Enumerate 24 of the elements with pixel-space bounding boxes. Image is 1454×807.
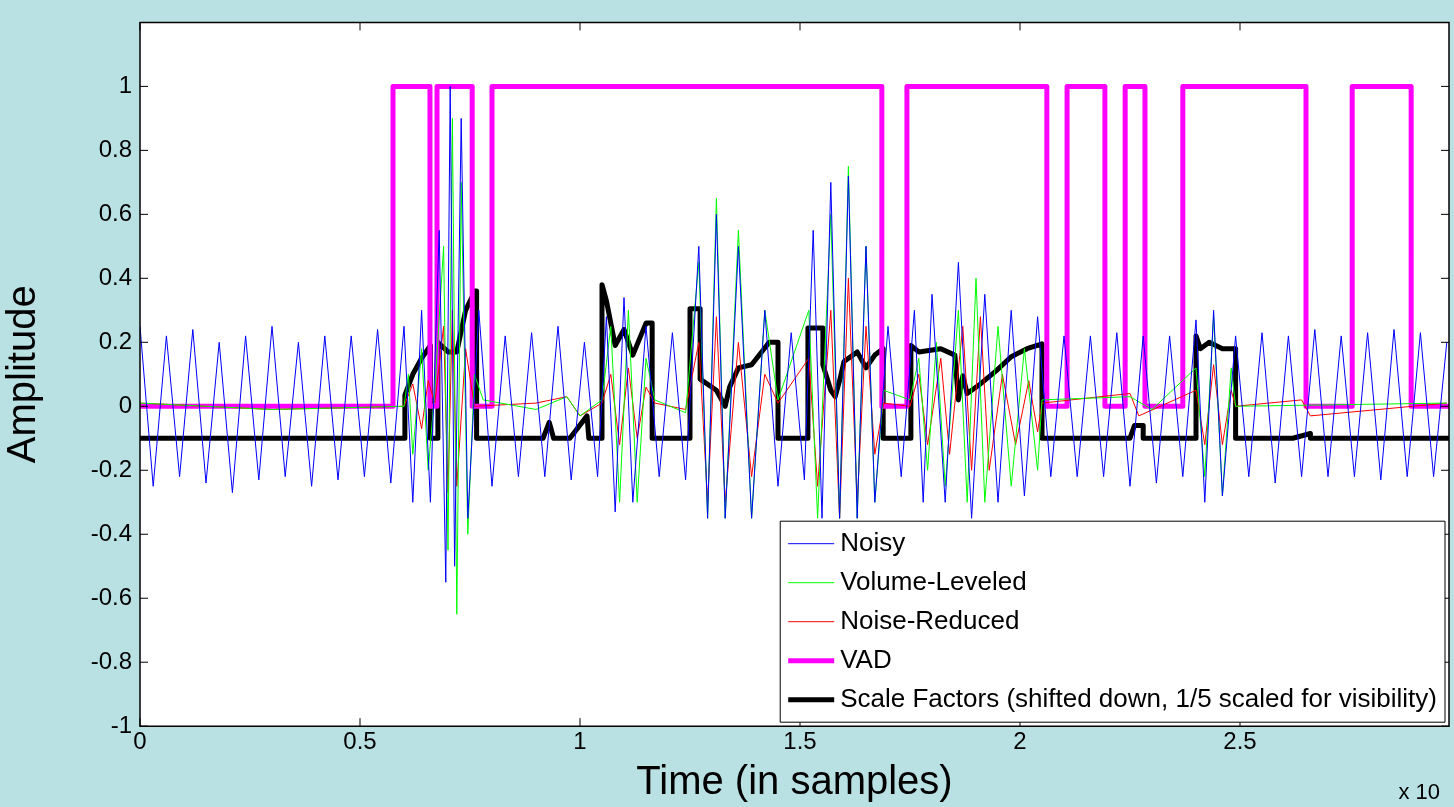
y-tick-label: -0.6 bbox=[90, 582, 132, 610]
y-axis-title: Amplitude bbox=[0, 285, 44, 464]
y-tick-label: -1 bbox=[110, 710, 132, 738]
legend-label: Noisy bbox=[840, 526, 906, 557]
y-tick-label: -0.2 bbox=[90, 454, 132, 482]
y-tick-label: 0.2 bbox=[98, 326, 132, 354]
x-tick-label: 1 bbox=[573, 727, 587, 755]
legend-label: Noise-Reduced bbox=[840, 604, 1020, 635]
x-axis-title: Time (in samples) bbox=[636, 758, 953, 803]
text: x 10 bbox=[1398, 779, 1440, 804]
y-tick-label: -0.4 bbox=[90, 518, 132, 546]
legend-label: Volume-Leveled bbox=[840, 565, 1027, 596]
y-tick-label: 0.4 bbox=[98, 262, 132, 290]
y-tick-label: 0 bbox=[118, 390, 132, 418]
x-tick-label: 1.5 bbox=[783, 727, 817, 755]
y-tick-label: 1 bbox=[118, 71, 132, 99]
x-tick-label: 2 bbox=[1013, 727, 1027, 755]
y-tick-label: 0.8 bbox=[98, 134, 132, 162]
x-tick-label: 0.5 bbox=[343, 727, 377, 755]
x-tick-label: 2.5 bbox=[1223, 727, 1257, 755]
legend-label: Scale Factors (shifted down, 1/5 scaled for visibility) bbox=[840, 682, 1437, 713]
y-tick-label: -0.8 bbox=[90, 646, 132, 674]
legend-label: VAD bbox=[840, 643, 892, 674]
y-tick-label: 0.6 bbox=[98, 198, 132, 226]
